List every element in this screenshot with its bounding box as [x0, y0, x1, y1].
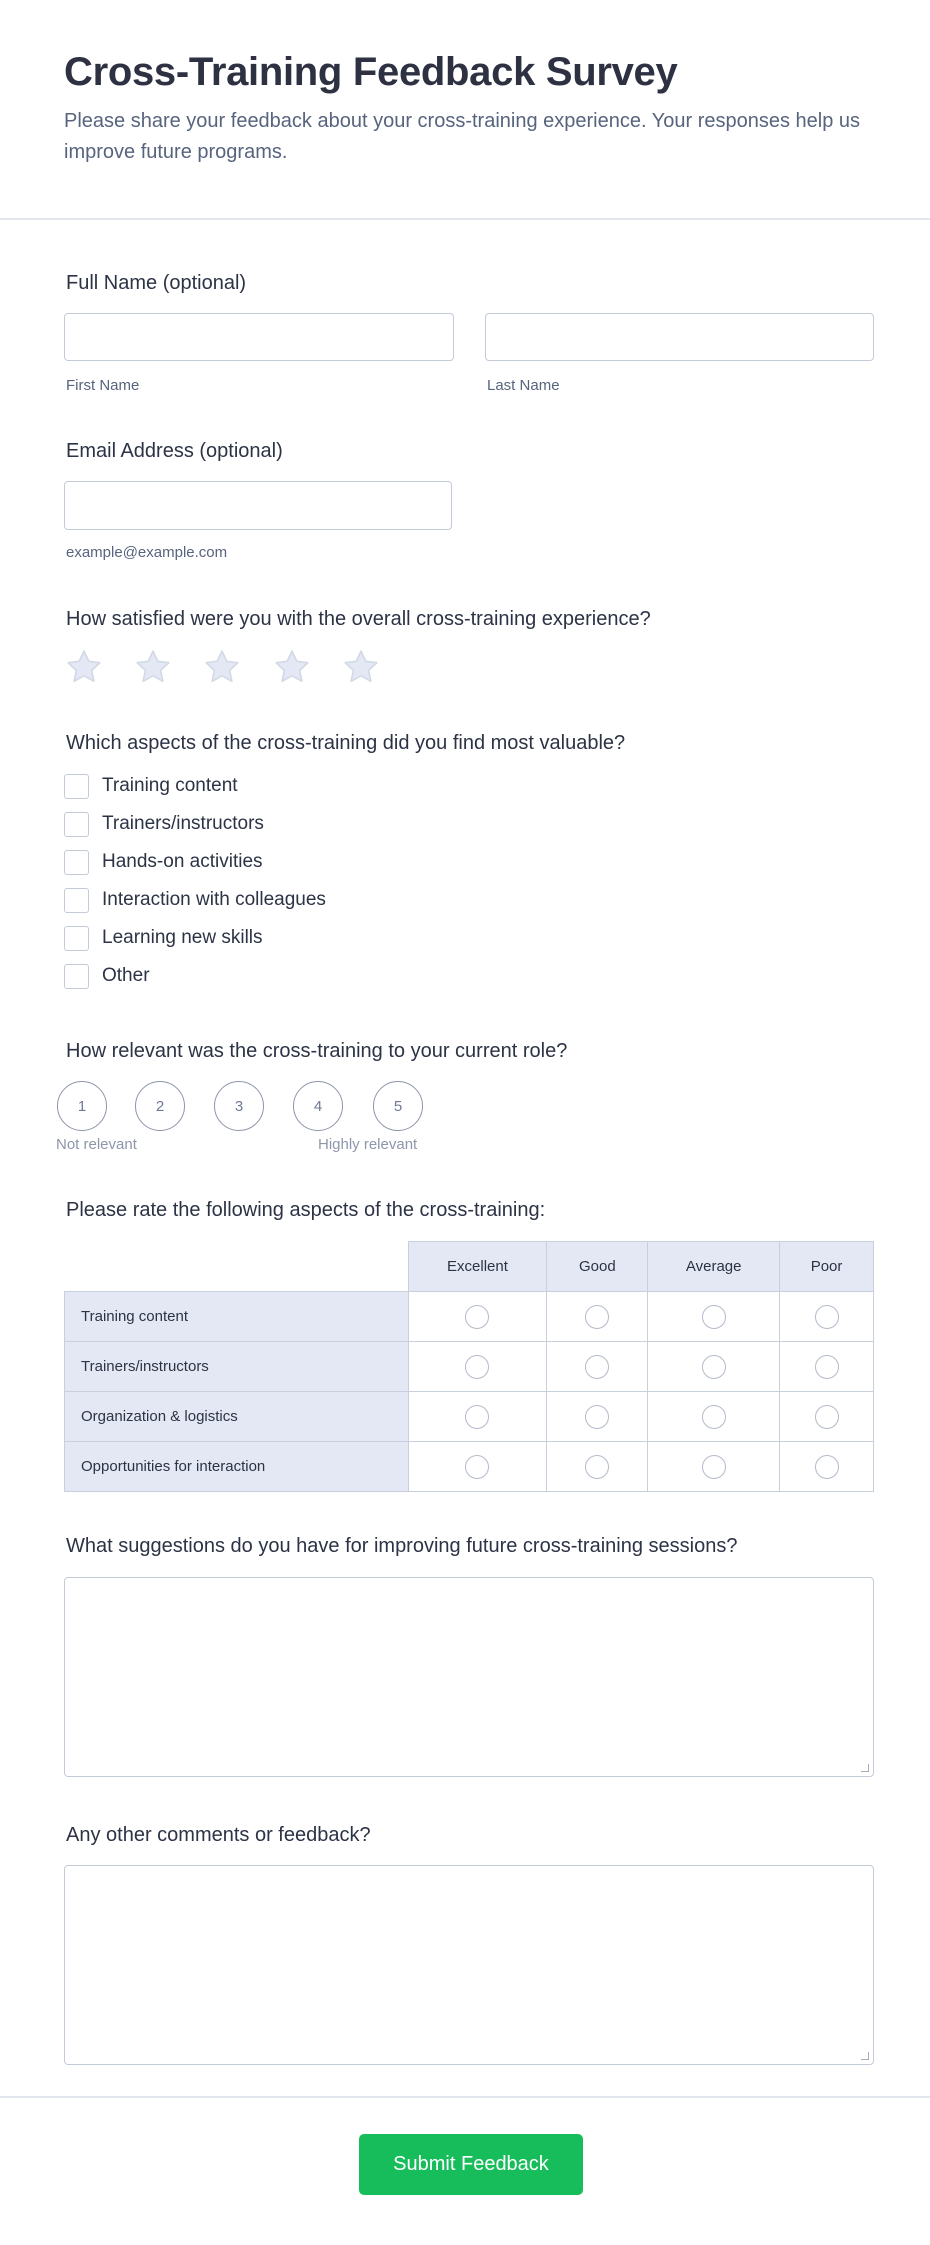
scale-low-label: Not relevant: [56, 1136, 137, 1153]
email-label: Email Address (optional): [66, 440, 283, 462]
radio-button[interactable]: [465, 1304, 490, 1329]
radio-button[interactable]: [585, 1354, 610, 1379]
last-name-input[interactable]: [485, 313, 874, 361]
email-sublabel: example@example.com: [66, 544, 228, 561]
comments-question: Any other comments or feedback?: [66, 1824, 371, 1846]
checkbox-label[interactable]: Hands-on activities: [102, 851, 263, 872]
matrix-row-label: Training content: [64, 1291, 409, 1342]
matrix-row-label: Opportunities for interaction: [64, 1441, 409, 1492]
radio-button[interactable]: [814, 1454, 839, 1479]
checkbox-label[interactable]: Learning new skills: [102, 927, 263, 948]
matrix-cell: [779, 1291, 874, 1342]
matrix-row: Opportunities for interaction: [64, 1441, 874, 1492]
matrix-cell: [407, 1441, 548, 1492]
radio-button[interactable]: [701, 1354, 726, 1379]
star-icon[interactable]: [341, 647, 381, 687]
radio-button[interactable]: [701, 1304, 726, 1329]
suggestions-question: What suggestions do you have for improvi…: [66, 1535, 738, 1557]
radio-button[interactable]: [465, 1454, 490, 1479]
first-name-sublabel: First Name: [66, 377, 140, 394]
scale-high-label: Highly relevant: [318, 1136, 418, 1153]
scale-option-2[interactable]: 2: [135, 1081, 185, 1131]
page-title: Cross-Training Feedback Survey: [64, 50, 678, 94]
matrix-cell: [407, 1391, 548, 1442]
checkbox-label[interactable]: Trainers/instructors: [102, 813, 264, 834]
checkbox[interactable]: [64, 774, 89, 799]
matrix-row: Training content: [64, 1291, 874, 1342]
matrix-cell: [647, 1291, 781, 1342]
radio-button[interactable]: [814, 1404, 839, 1429]
scale-option-1[interactable]: 1: [57, 1081, 107, 1131]
matrix-row-label: Organization & logistics: [64, 1391, 409, 1442]
matrix-cell: [546, 1291, 649, 1342]
scale-option-3[interactable]: 3: [214, 1081, 264, 1131]
matrix-cell: [546, 1441, 649, 1492]
radio-button[interactable]: [814, 1354, 839, 1379]
scale-option-4[interactable]: 4: [293, 1081, 343, 1131]
scale-option-5[interactable]: 5: [373, 1081, 423, 1131]
matrix-row: Organization & logistics: [64, 1391, 874, 1442]
footer-divider: [0, 2096, 930, 2098]
full-name-label: Full Name (optional): [66, 272, 247, 294]
checkbox-label[interactable]: Other: [102, 965, 150, 986]
checkbox[interactable]: [64, 812, 89, 837]
header-divider: [0, 218, 930, 220]
matrix-cell: [779, 1441, 874, 1492]
radio-button[interactable]: [585, 1454, 610, 1479]
checkbox[interactable]: [64, 964, 89, 989]
checkbox[interactable]: [64, 888, 89, 913]
radio-button[interactable]: [465, 1404, 490, 1429]
star-icon[interactable]: [202, 647, 242, 687]
matrix-column-header: Excellent: [407, 1241, 548, 1292]
radio-button[interactable]: [701, 1454, 726, 1479]
checkbox-label[interactable]: Interaction with colleagues: [102, 889, 326, 910]
suggestions-textarea[interactable]: [64, 1577, 874, 1777]
radio-button[interactable]: [585, 1304, 610, 1329]
submit-button[interactable]: Submit Feedback: [359, 2134, 583, 2195]
checkbox-label[interactable]: Training content: [102, 775, 238, 796]
matrix-cell: [647, 1441, 781, 1492]
resize-handle-icon[interactable]: [861, 2052, 869, 2060]
star-icon[interactable]: [64, 647, 104, 687]
matrix-cell: [647, 1341, 781, 1392]
matrix-cell: [407, 1341, 548, 1392]
resize-handle-icon[interactable]: [861, 1764, 869, 1772]
radio-button[interactable]: [465, 1354, 490, 1379]
checkbox[interactable]: [64, 850, 89, 875]
relevance-question: How relevant was the cross-training to y…: [66, 1040, 568, 1062]
matrix-corner: [64, 1241, 409, 1292]
rating-matrix: Excellent Good Average Poor Training conten…: [64, 1241, 874, 1492]
email-input[interactable]: [64, 481, 452, 530]
matrix-row: Trainers/instructors: [64, 1341, 874, 1392]
first-name-input[interactable]: [64, 313, 454, 361]
radio-button[interactable]: [701, 1404, 726, 1429]
matrix-cell: [546, 1341, 649, 1392]
matrix-column-header: Average: [647, 1241, 781, 1292]
matrix-row-label: Trainers/instructors: [64, 1341, 409, 1392]
aspects-question: Which aspects of the cross-training did …: [66, 732, 626, 754]
matrix-cell: [407, 1291, 548, 1342]
page-subtitle: Please share your feedback about your cr…: [64, 110, 861, 163]
checkbox[interactable]: [64, 926, 89, 951]
matrix-column-header: Poor: [779, 1241, 874, 1292]
matrix-cell: [779, 1391, 874, 1442]
last-name-sublabel: Last Name: [487, 377, 560, 394]
star-icon[interactable]: [272, 647, 312, 687]
satisfaction-question: How satisfied were you with the overall …: [66, 608, 651, 630]
star-icon[interactable]: [133, 647, 173, 687]
matrix-question: Please rate the following aspects of the…: [66, 1199, 546, 1221]
radio-button[interactable]: [585, 1404, 610, 1429]
matrix-cell: [546, 1391, 649, 1442]
comments-textarea[interactable]: [64, 1865, 874, 2065]
matrix-column-header: Good: [546, 1241, 649, 1292]
radio-button[interactable]: [814, 1304, 839, 1329]
matrix-cell: [779, 1341, 874, 1392]
matrix-cell: [647, 1391, 781, 1442]
